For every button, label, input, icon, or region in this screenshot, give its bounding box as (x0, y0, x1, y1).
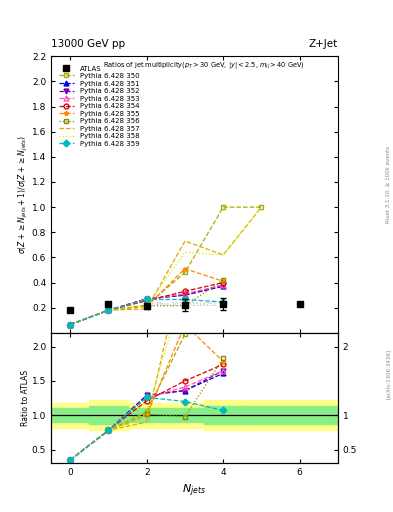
Text: ATL-Phys-2015-_I1514251: ATL-Phys-2015-_I1514251 (146, 301, 217, 307)
Text: Ratios of jet multiplicity($p_T > 30$ GeV, $|y| < 2.5$, $m_{ll} > 40$ GeV): Ratios of jet multiplicity($p_T > 30$ Ge… (103, 60, 305, 72)
Text: Rivet 3.1.10, ≥ 100k events: Rivet 3.1.10, ≥ 100k events (386, 146, 391, 223)
Legend: ATLAS, Pythia 6.428 350, Pythia 6.428 351, Pythia 6.428 352, Pythia 6.428 353, P: ATLAS, Pythia 6.428 350, Pythia 6.428 35… (57, 64, 141, 148)
Text: [arXiv:1306.3436]: [arXiv:1306.3436] (386, 349, 391, 399)
X-axis label: $N_{jets}$: $N_{jets}$ (182, 483, 207, 499)
Text: 13000 GeV pp: 13000 GeV pp (51, 39, 125, 50)
Text: Z+Jet: Z+Jet (309, 39, 338, 50)
Y-axis label: $\sigma(Z + \geq N_{jets}+1) / \sigma(Z + \geq N_{jets})$: $\sigma(Z + \geq N_{jets}+1) / \sigma(Z … (17, 135, 31, 254)
Y-axis label: Ratio to ATLAS: Ratio to ATLAS (22, 370, 31, 426)
